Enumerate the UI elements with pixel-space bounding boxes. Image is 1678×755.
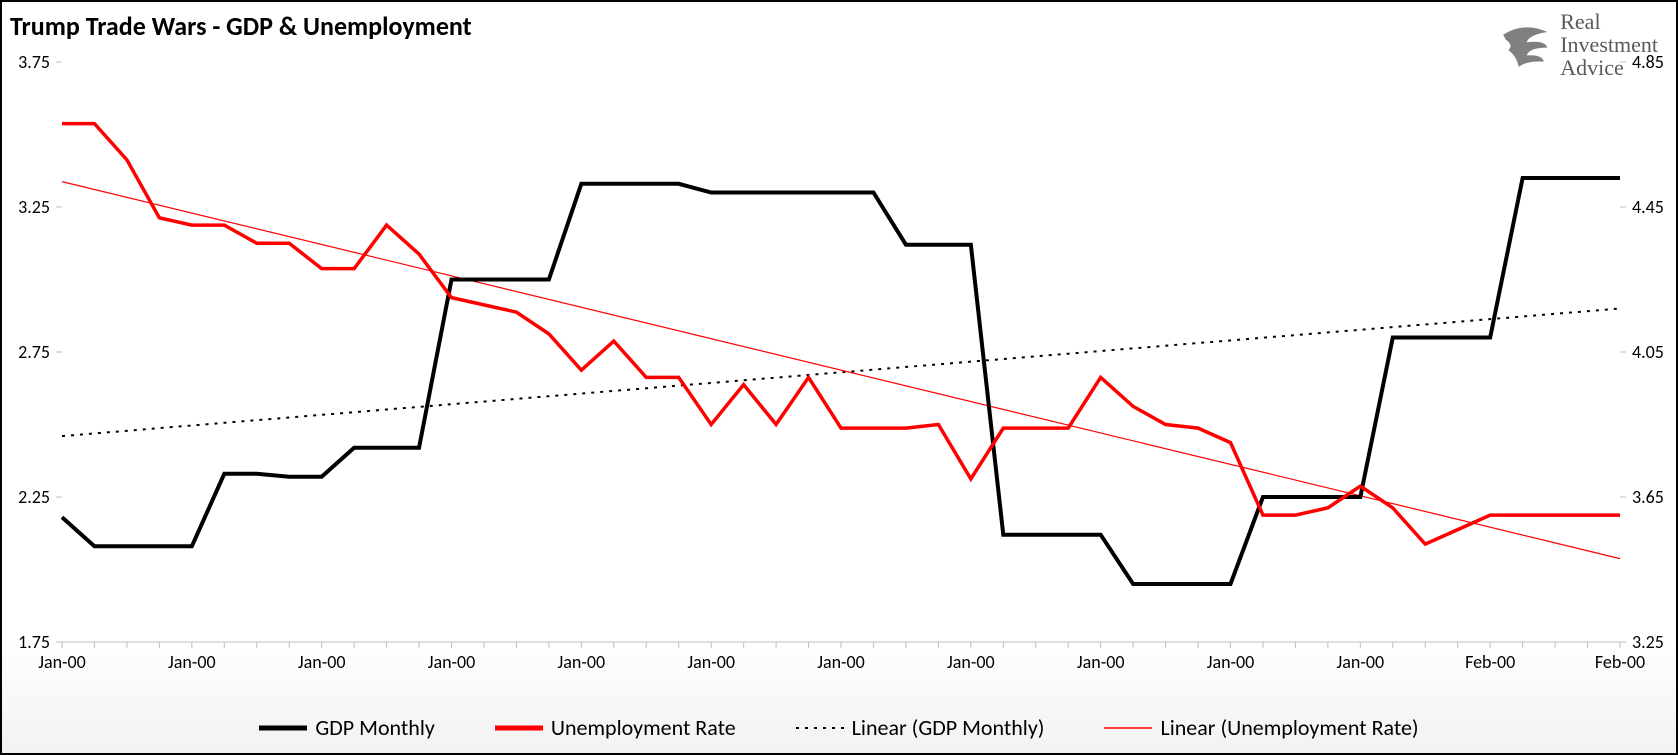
legend-item-gdp: GDP Monthly	[259, 714, 434, 741]
svg-text:3.65: 3.65	[1632, 486, 1664, 508]
svg-text:Jan-00: Jan-00	[298, 651, 346, 673]
legend-item-gdp_linear: Linear (GDP Monthly)	[796, 714, 1045, 741]
svg-text:3.25: 3.25	[18, 196, 50, 218]
svg-text:Jan-00: Jan-00	[428, 651, 476, 673]
svg-text:Jan-00: Jan-00	[1207, 651, 1255, 673]
svg-text:4.85: 4.85	[1632, 51, 1664, 73]
svg-text:Jan-00: Jan-00	[168, 651, 216, 673]
svg-text:2.25: 2.25	[18, 486, 50, 508]
svg-text:Jan-00: Jan-00	[687, 651, 735, 673]
legend-item-unemp_linear: Linear (Unemployment Rate)	[1104, 714, 1418, 741]
line-chart: 1.75 2.25 2.75 3.25 3.75 3.25 3.65 4.05 4.45 4.85…	[2, 2, 1678, 702]
legend-item-unemp: Unemployment Rate	[495, 714, 736, 741]
svg-text:3.25: 3.25	[1632, 631, 1664, 653]
chart-container: Trump Trade Wars - GDP & Unemployment Re…	[0, 0, 1678, 755]
svg-text:Jan-00: Jan-00	[1077, 651, 1125, 673]
svg-text:3.75: 3.75	[18, 51, 50, 73]
svg-text:Jan-00: Jan-00	[558, 651, 606, 673]
svg-text:Jan-00: Jan-00	[817, 651, 865, 673]
svg-text:2.75: 2.75	[18, 341, 50, 363]
svg-text:Feb-00: Feb-00	[1595, 651, 1645, 673]
svg-text:4.45: 4.45	[1632, 196, 1664, 218]
svg-text:Jan-00: Jan-00	[947, 651, 995, 673]
svg-text:Feb-00: Feb-00	[1465, 651, 1515, 673]
svg-text:4.05: 4.05	[1632, 341, 1664, 363]
svg-text:1.75: 1.75	[18, 631, 50, 653]
svg-text:Jan-00: Jan-00	[1337, 651, 1385, 673]
svg-text:Jan-00: Jan-00	[38, 651, 86, 673]
legend: GDP Monthly Unemployment Rate Linear (GDP …	[2, 714, 1676, 741]
